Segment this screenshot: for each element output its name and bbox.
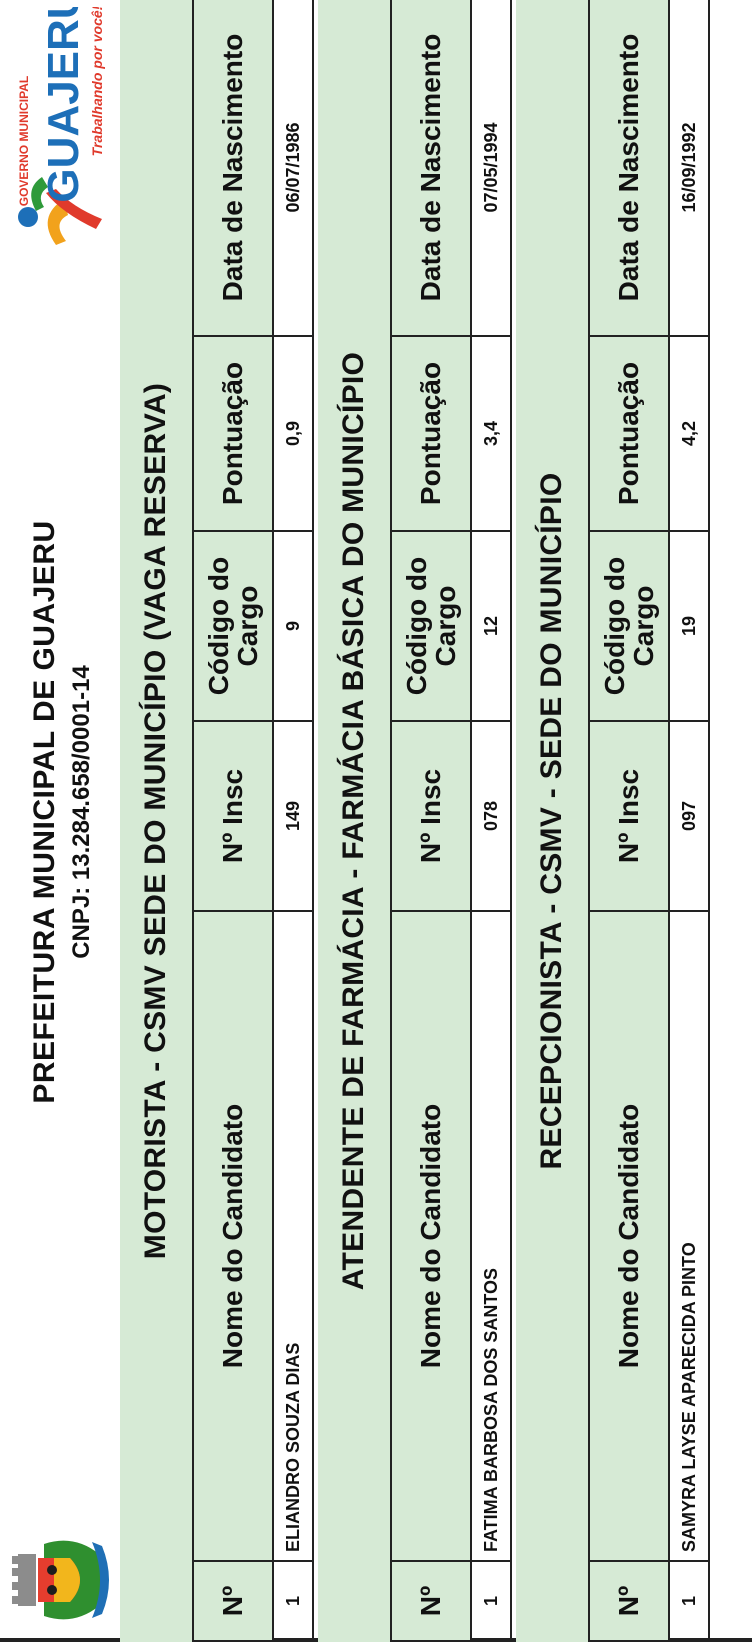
cell-cargo: 12 — [471, 531, 511, 721]
col-header-pontuacao: Pontuação — [392, 336, 471, 531]
cell-num: 1 — [273, 1561, 313, 1641]
page-title: PREFEITURA MUNICIPAL DE GUAJERU — [28, 520, 61, 1104]
col-header-pontuacao: Pontuação — [194, 336, 273, 531]
guajeru-logo-icon: GOVERNO MUNICIPAL GUAJERU Trabalhando po… — [17, 7, 105, 245]
col-header-nascimento: Data de Nascimento — [392, 0, 471, 336]
cell-pontuacao: 0,9 — [273, 336, 313, 531]
section-motorista: MOTORISTA - CSMV SEDE DO MUNICÍPIO (VAGA… — [120, 0, 314, 1642]
cell-name: FATIMA BARBOSA DOS SANTOS — [471, 911, 511, 1561]
col-header-num: Nº — [392, 1561, 471, 1641]
logo-brand-text: GUAJERU — [39, 7, 88, 203]
cell-nascimento: 06/07/1986 — [273, 0, 313, 336]
cell-cargo: 9 — [273, 531, 313, 721]
col-header-name: Nome do Candidato — [194, 911, 273, 1561]
col-header-nascimento: Data de Nascimento — [194, 0, 273, 336]
cell-insc: 078 — [471, 721, 511, 911]
logo-top-text: GOVERNO MUNICIPAL — [17, 76, 31, 206]
cell-name: ELIANDRO SOUZA DIAS — [273, 911, 313, 1561]
section-recepcionista: RECEPCIONISTA - CSMV - SEDE DO MUNICÍPIO… — [516, 0, 710, 1642]
logo-tagline-text: Trabalhando por você! — [89, 7, 105, 156]
section-atendente-farmacia: ATENDENTE DE FARMÁCIA - FARMÁCIA BÁSICA … — [318, 0, 512, 1642]
col-header-cargo: Código do Cargo — [194, 531, 273, 721]
col-header-cargo: Código do Cargo — [392, 531, 471, 721]
col-header-insc: Nº Insc — [194, 721, 273, 911]
col-header-insc: Nº Insc — [392, 721, 471, 911]
section-title: ATENDENTE DE FARMÁCIA - FARMÁCIA BÁSICA … — [318, 0, 392, 1642]
candidates-table: Nº Nome do Candidato Nº Insc Código do C… — [194, 0, 314, 1642]
document-header: PREFEITURA MUNICIPAL DE GUAJERU CNPJ: 13… — [0, 0, 122, 1642]
cell-num: 1 — [471, 1561, 511, 1641]
col-header-name: Nome do Candidato — [590, 911, 669, 1561]
cell-nascimento: 16/09/1992 — [669, 0, 709, 336]
title-block: PREFEITURA MUNICIPAL DE GUAJERU CNPJ: 13… — [28, 312, 96, 1312]
cell-num: 1 — [669, 1561, 709, 1641]
col-header-nascimento: Data de Nascimento — [590, 0, 669, 336]
cnpj-line: CNPJ: 13.284.658/0001-14 — [68, 665, 95, 959]
table-header-row: Nº Nome do Candidato Nº Insc Código do C… — [590, 0, 669, 1641]
table-row: 1 SAMYRA LAYSE APARECIDA PINTO 097 19 4,… — [669, 0, 709, 1641]
table-header-row: Nº Nome do Candidato Nº Insc Código do C… — [194, 0, 273, 1641]
cell-insc: 149 — [273, 721, 313, 911]
candidates-table: Nº Nome do Candidato Nº Insc Código do C… — [590, 0, 710, 1642]
table-row: 1 FATIMA BARBOSA DOS SANTOS 078 12 3,4 0… — [471, 0, 511, 1641]
cell-nascimento: 07/05/1994 — [471, 0, 511, 336]
col-header-name: Nome do Candidato — [392, 911, 471, 1561]
municipal-crest-icon — [12, 1540, 109, 1620]
col-header-num: Nº — [194, 1561, 273, 1641]
col-header-pontuacao: Pontuação — [590, 336, 669, 531]
cell-cargo: 19 — [669, 531, 709, 721]
cell-name: SAMYRA LAYSE APARECIDA PINTO — [669, 911, 709, 1561]
col-header-insc: Nº Insc — [590, 721, 669, 911]
table-header-row: Nº Nome do Candidato Nº Insc Código do C… — [392, 0, 471, 1641]
table-row: 1 ELIANDRO SOUZA DIAS 149 9 0,9 06/07/19… — [273, 0, 313, 1641]
cell-pontuacao: 3,4 — [471, 336, 511, 531]
cell-insc: 097 — [669, 721, 709, 911]
cell-pontuacao: 4,2 — [669, 336, 709, 531]
section-title: MOTORISTA - CSMV SEDE DO MUNICÍPIO (VAGA… — [120, 0, 194, 1642]
candidates-table: Nº Nome do Candidato Nº Insc Código do C… — [392, 0, 512, 1642]
col-header-num: Nº — [590, 1561, 669, 1641]
col-header-cargo: Código do Cargo — [590, 531, 669, 721]
section-title: RECEPCIONISTA - CSMV - SEDE DO MUNICÍPIO — [516, 0, 590, 1642]
